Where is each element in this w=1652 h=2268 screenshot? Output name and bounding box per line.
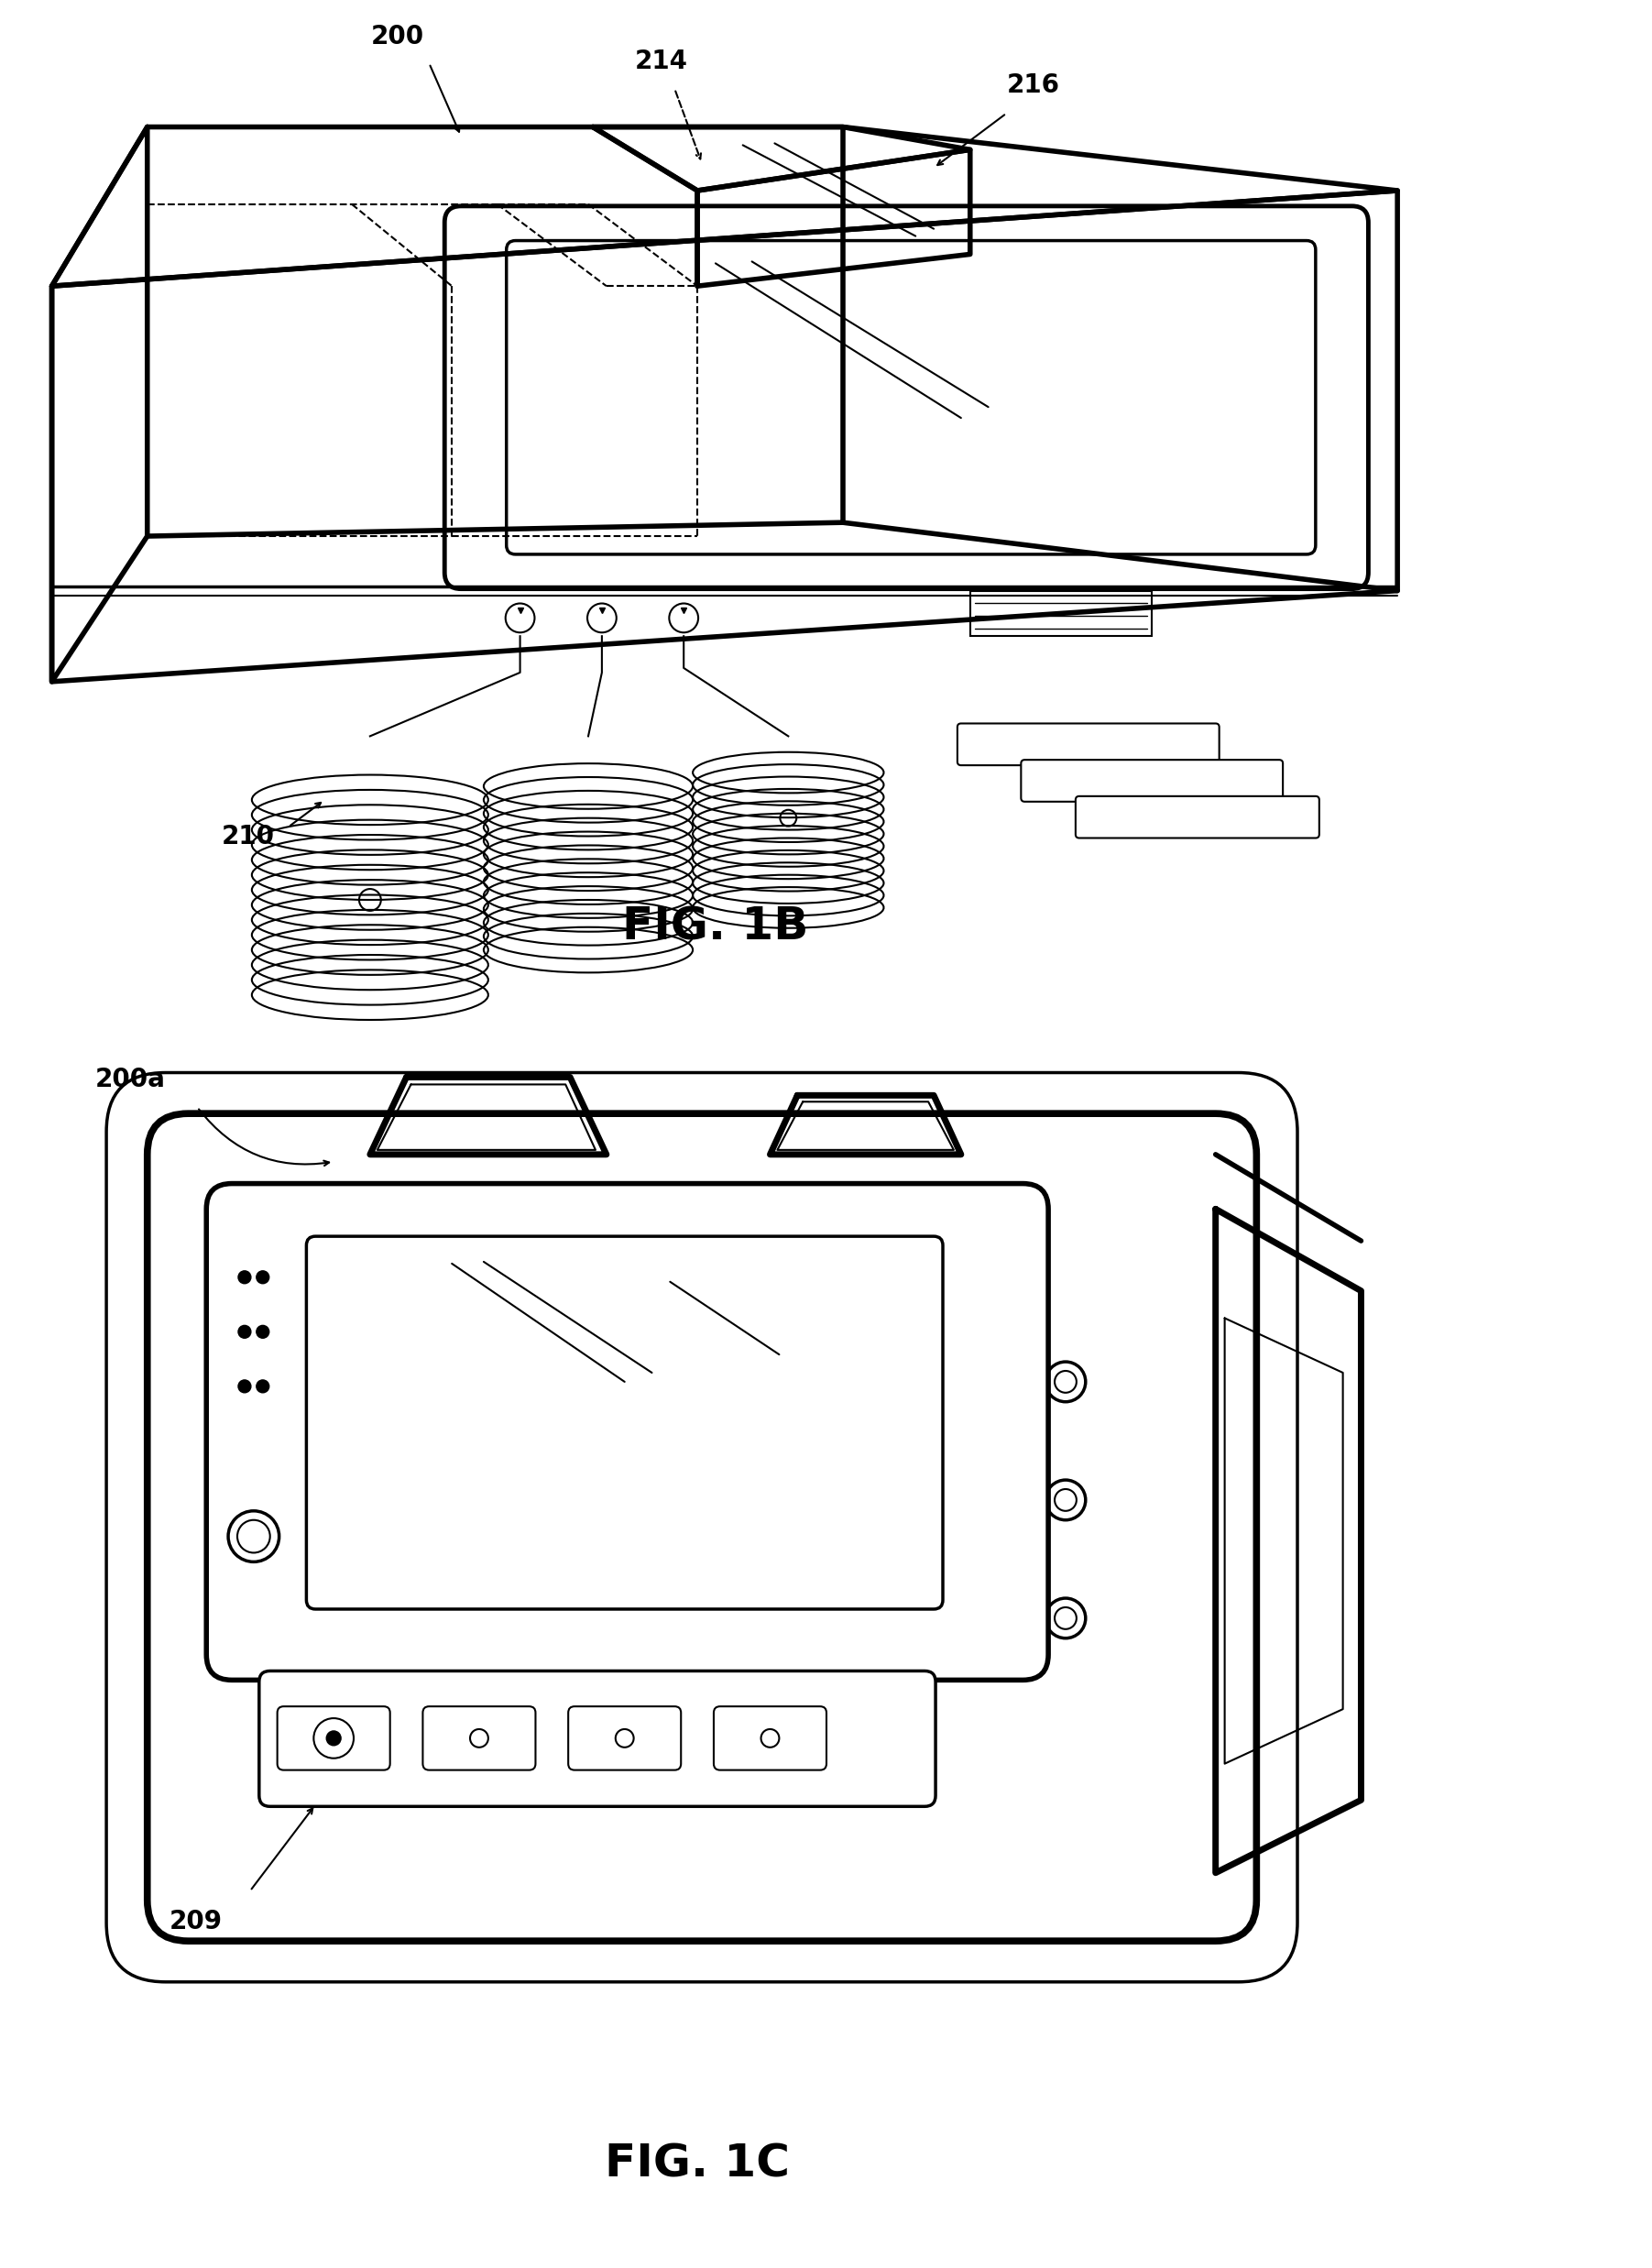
FancyBboxPatch shape: [259, 1672, 935, 1805]
Text: 214: 214: [634, 48, 687, 75]
FancyBboxPatch shape: [444, 206, 1368, 590]
Circle shape: [256, 1325, 269, 1338]
FancyBboxPatch shape: [306, 1236, 943, 1608]
Text: 200: 200: [370, 25, 425, 50]
Circle shape: [238, 1379, 251, 1393]
Text: 209: 209: [170, 1910, 223, 1935]
FancyBboxPatch shape: [958, 723, 1219, 764]
FancyBboxPatch shape: [507, 240, 1315, 553]
FancyBboxPatch shape: [147, 1114, 1257, 1941]
FancyBboxPatch shape: [1075, 796, 1320, 837]
Text: 200a: 200a: [96, 1066, 165, 1093]
Text: 210: 210: [221, 823, 274, 848]
Text: FIG. 1C: FIG. 1C: [605, 2141, 790, 2186]
Circle shape: [327, 1730, 340, 1746]
Circle shape: [256, 1270, 269, 1284]
FancyBboxPatch shape: [423, 1706, 535, 1769]
Circle shape: [256, 1379, 269, 1393]
FancyBboxPatch shape: [714, 1706, 826, 1769]
Text: FIG. 1B: FIG. 1B: [623, 905, 809, 948]
FancyBboxPatch shape: [206, 1184, 1049, 1681]
FancyBboxPatch shape: [568, 1706, 681, 1769]
Circle shape: [238, 1270, 251, 1284]
Bar: [970, 590, 1151, 635]
FancyBboxPatch shape: [278, 1706, 390, 1769]
Text: 216: 216: [1006, 73, 1059, 98]
Circle shape: [238, 1325, 251, 1338]
FancyBboxPatch shape: [1021, 760, 1284, 801]
